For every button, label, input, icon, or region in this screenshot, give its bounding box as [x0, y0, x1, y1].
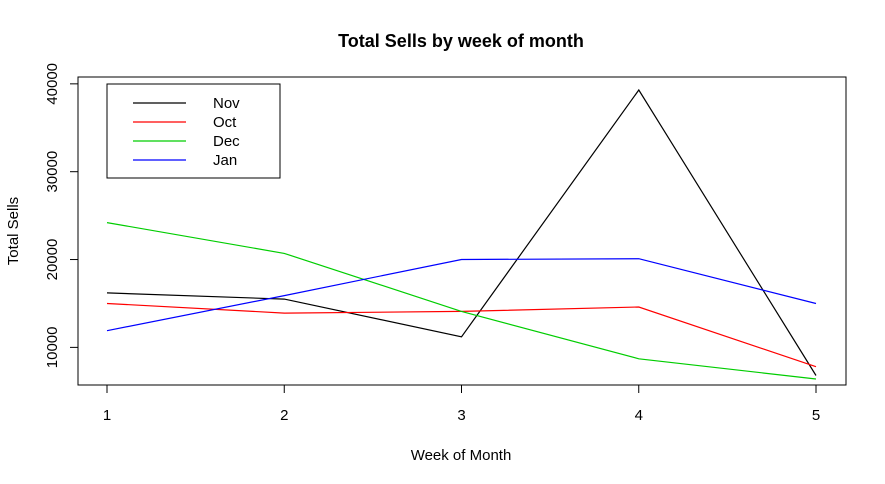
legend-label-jan: Jan — [213, 152, 237, 169]
series-layer — [106, 88, 817, 380]
series-line-oct — [106, 302, 817, 368]
series-line-jan — [106, 258, 817, 332]
chart-title: Total Sells by week of month — [338, 31, 584, 51]
y-tick-label: 30000 — [44, 151, 61, 193]
y-tick-label: 20000 — [44, 239, 61, 281]
series-line-dec — [106, 222, 817, 380]
legend-label-oct: Oct — [213, 114, 237, 131]
series-line-nov — [106, 88, 817, 376]
y-axis-label: Total Sells — [5, 197, 22, 265]
legend-label-dec: Dec — [213, 133, 240, 150]
x-tick-label: 2 — [280, 407, 288, 424]
x-tick-label: 5 — [812, 407, 820, 424]
y-tick-label: 40000 — [44, 63, 61, 105]
legend: Nov Oct Dec Jan — [106, 83, 281, 179]
legend-label-nov: Nov — [213, 95, 240, 112]
y-axis: 10000 20000 30000 40000 — [44, 63, 79, 369]
x-tick-label: 4 — [635, 407, 643, 424]
x-tick-label: 3 — [457, 407, 465, 424]
x-axis-label: Week of Month — [411, 447, 512, 464]
x-axis: 1 2 3 4 5 — [103, 384, 820, 424]
y-tick-label: 10000 — [44, 327, 61, 369]
x-tick-label: 1 — [103, 407, 111, 424]
legend-box — [106, 83, 281, 179]
